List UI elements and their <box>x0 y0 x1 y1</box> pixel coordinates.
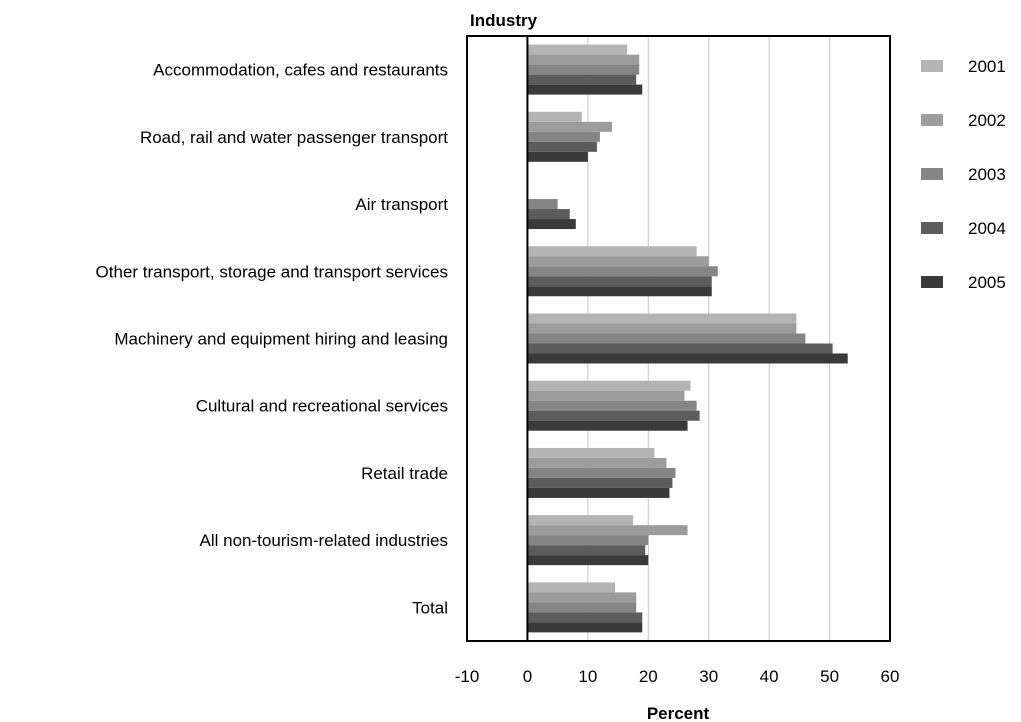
bar <box>527 151 588 162</box>
bar <box>527 286 712 297</box>
bar <box>527 64 640 75</box>
bar <box>527 380 691 391</box>
bar <box>527 612 643 623</box>
bar <box>527 209 570 220</box>
category-label: Other transport, storage and transport s… <box>96 262 448 281</box>
legend-label: 2004 <box>968 219 1006 238</box>
category-label: Total <box>412 598 448 617</box>
bar <box>527 457 667 468</box>
x-tick-label: 40 <box>760 667 779 686</box>
bar <box>527 487 670 498</box>
bar <box>527 313 797 324</box>
category-label: Machinery and equipment hiring and leasi… <box>114 330 448 349</box>
bar <box>527 622 643 633</box>
bar <box>527 266 718 277</box>
bar <box>527 545 646 556</box>
bar <box>527 74 637 85</box>
bar <box>527 54 640 65</box>
bar <box>527 410 700 421</box>
y-axis-title: Industry <box>470 11 538 30</box>
x-axis-title: Percent <box>647 704 710 722</box>
category-label: Road, rail and water passenger transport <box>140 128 448 147</box>
bar <box>527 390 685 401</box>
category-label: Air transport <box>355 195 448 214</box>
bar <box>527 592 637 603</box>
legend-label: 2002 <box>968 111 1006 130</box>
bar <box>527 84 643 95</box>
bar <box>527 333 806 344</box>
category-label: Cultural and recreational services <box>196 397 448 416</box>
bar <box>527 477 673 488</box>
legend-swatch <box>921 276 943 288</box>
legend-label: 2005 <box>968 273 1006 292</box>
legend-swatch <box>921 168 943 180</box>
plot-frame <box>466 35 891 642</box>
bar <box>527 467 676 478</box>
bar <box>527 582 616 593</box>
bar <box>527 246 697 257</box>
bar <box>527 343 833 354</box>
category-label: All non-tourism-related industries <box>200 531 449 550</box>
bar <box>527 44 628 55</box>
category-labels: Accommodation, cafes and restaurants Road… <box>96 61 449 618</box>
bar <box>527 555 649 566</box>
bar <box>527 131 600 142</box>
bars <box>527 44 848 633</box>
bar <box>527 219 576 230</box>
legend-label: 2001 <box>968 57 1006 76</box>
bar <box>527 121 613 132</box>
bar <box>527 525 688 536</box>
bar <box>527 323 797 334</box>
x-tick-label: -10 <box>455 667 480 686</box>
bar <box>527 353 848 364</box>
category-label: Retail trade <box>361 464 448 483</box>
legend-label: 2003 <box>968 165 1006 184</box>
bar <box>527 141 597 152</box>
x-tick-label: 30 <box>699 667 718 686</box>
legend-swatch <box>921 60 943 72</box>
x-tick-labels: -10 0 10 20 30 40 50 60 <box>455 667 900 686</box>
bar <box>527 199 558 210</box>
legend-swatch <box>921 222 943 234</box>
category-label: Accommodation, cafes and restaurants <box>153 61 448 80</box>
legend: 2001 2002 2003 2004 2005 <box>921 57 1006 292</box>
legend-swatch <box>921 114 943 126</box>
x-tick-label: 0 <box>523 667 532 686</box>
x-tick-label: 60 <box>881 667 900 686</box>
bar <box>527 256 709 267</box>
bar <box>527 535 649 546</box>
bar <box>527 515 634 526</box>
bar <box>527 420 688 431</box>
x-tick-label: 20 <box>639 667 658 686</box>
bar <box>527 276 712 287</box>
x-tick-label: 10 <box>578 667 597 686</box>
x-tick-label: 50 <box>820 667 839 686</box>
bar <box>527 602 637 613</box>
bar <box>527 111 582 122</box>
bar <box>527 447 655 458</box>
bar <box>527 400 697 411</box>
